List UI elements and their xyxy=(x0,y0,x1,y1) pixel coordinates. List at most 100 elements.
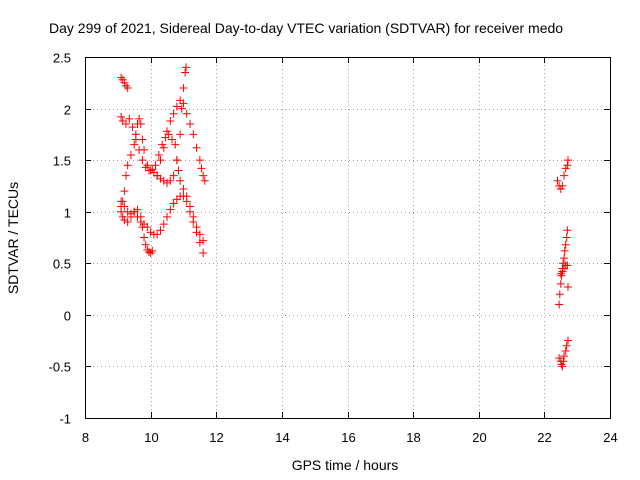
data-point-marker xyxy=(143,161,152,170)
data-point-marker xyxy=(195,156,204,165)
data-point-marker xyxy=(163,212,172,221)
data-point-marker xyxy=(153,171,162,180)
data-point-marker xyxy=(156,226,165,235)
data-point-marker xyxy=(560,352,569,361)
x-tick-label: 8 xyxy=(82,430,89,445)
data-point-marker xyxy=(159,220,168,229)
data-point-marker xyxy=(199,236,208,245)
data-point-marker xyxy=(563,226,572,235)
y-axis-label: SDTVAR / TECUs xyxy=(5,182,21,294)
data-point-marker xyxy=(159,143,168,152)
data-point-marker xyxy=(179,185,188,194)
data-point-marker xyxy=(199,171,208,180)
data-point-marker xyxy=(125,114,134,123)
data-point-marker xyxy=(561,346,570,355)
series-7 xyxy=(555,226,572,309)
data-point-marker xyxy=(176,130,185,139)
data-point-marker xyxy=(167,135,176,144)
y-tick-label: -0.5 xyxy=(49,360,71,375)
data-point-marker xyxy=(166,205,175,214)
data-point-marker xyxy=(138,135,147,144)
y-tick-labels: -1 -0.5 0 0.5 1 1.5 2 2.5 xyxy=(49,51,71,427)
data-point-marker xyxy=(146,166,155,175)
data-point-marker xyxy=(120,187,129,196)
data-point-marker xyxy=(174,166,183,175)
y-tick-label: 1.5 xyxy=(53,154,71,169)
data-point-marker xyxy=(560,171,569,180)
data-point-marker xyxy=(182,197,191,206)
series-4 xyxy=(117,192,208,257)
data-point-marker xyxy=(131,130,140,139)
data-point-marker xyxy=(189,218,198,227)
data-point-marker xyxy=(169,171,178,180)
data-point-marker xyxy=(179,99,188,108)
x-tick-label: 10 xyxy=(144,430,158,445)
x-tick-label: 24 xyxy=(603,430,617,445)
data-point-marker xyxy=(120,202,129,211)
plot-frame xyxy=(85,57,611,419)
data-point-marker xyxy=(130,207,139,216)
data-point-marker xyxy=(130,140,139,149)
data-point-marker xyxy=(564,156,572,165)
data-point-marker xyxy=(143,223,152,232)
data-point-marker xyxy=(563,261,572,270)
y-tick-label: 2.5 xyxy=(53,51,71,66)
data-point-marker xyxy=(169,109,178,118)
data-point-marker xyxy=(123,218,132,227)
data-point-marker xyxy=(151,161,160,170)
data-point-marker xyxy=(179,83,188,92)
data-point-marker xyxy=(140,145,149,154)
data-point-marker xyxy=(562,233,571,242)
data-point-marker xyxy=(126,209,135,218)
data-point-marker xyxy=(133,205,142,214)
data-point-marker xyxy=(557,271,566,280)
data-point-marker xyxy=(177,104,186,113)
data-point-marker xyxy=(120,215,129,224)
data-point-marker xyxy=(186,120,194,129)
x-tick-label: 18 xyxy=(406,430,420,445)
data-point-marker xyxy=(140,233,149,242)
series-5 xyxy=(153,96,209,185)
x-tick-labels: 8 10 12 14 16 18 20 22 24 xyxy=(82,430,618,445)
data-point-marker xyxy=(556,269,565,278)
grid-lines xyxy=(85,57,610,418)
data-point-marker xyxy=(199,248,208,257)
data-point-marker xyxy=(169,199,178,208)
data-point-marker xyxy=(148,246,157,255)
data-point-marker xyxy=(123,83,132,92)
data-point-marker xyxy=(136,218,145,227)
data-point-marker xyxy=(122,81,131,90)
data-point-marker xyxy=(555,290,564,299)
data-point-marker xyxy=(192,228,201,237)
data-point-marker xyxy=(146,248,155,257)
data-point-marker xyxy=(117,112,126,121)
data-point-marker xyxy=(564,283,572,292)
chart-title: Day 299 of 2021, Sidereal Day-to-day VTE… xyxy=(49,20,563,36)
data-point-marker xyxy=(182,109,191,118)
y-tick-label: 0.5 xyxy=(53,257,71,272)
data-point-marker xyxy=(564,336,572,345)
data-point-marker xyxy=(171,140,180,149)
x-tick-label: 20 xyxy=(472,430,486,445)
data-point-marker xyxy=(117,197,126,206)
data-point-marker xyxy=(560,246,569,255)
data-point-marker xyxy=(200,176,209,185)
data-point-marker xyxy=(558,362,567,371)
y-tick-label: 1 xyxy=(64,206,71,221)
data-point-marker xyxy=(166,116,175,125)
data-point-marker xyxy=(156,156,165,165)
data-point-marker xyxy=(154,150,163,159)
x-tick-label: 14 xyxy=(275,430,289,445)
data-point-marker xyxy=(128,123,137,132)
data-point-marker xyxy=(195,238,204,247)
data-point-marker xyxy=(123,161,132,170)
data-point-marker xyxy=(144,247,153,256)
data-point-marker xyxy=(563,161,572,170)
data-point-marker xyxy=(135,114,144,123)
data-point-marker xyxy=(179,192,188,201)
data-point-marker xyxy=(133,212,142,221)
data-point-marker xyxy=(555,300,564,309)
data-point-marker xyxy=(182,63,191,72)
x-tick-label: 12 xyxy=(209,430,223,445)
